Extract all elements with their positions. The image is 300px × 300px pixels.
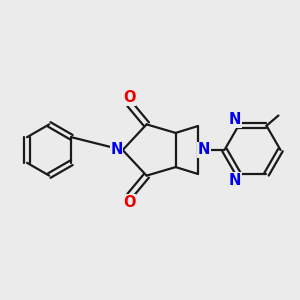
Text: N: N	[198, 142, 210, 158]
Text: N: N	[110, 142, 123, 158]
Text: N: N	[229, 173, 241, 188]
Text: O: O	[123, 90, 136, 105]
Text: N: N	[229, 112, 241, 127]
Text: O: O	[123, 195, 136, 210]
